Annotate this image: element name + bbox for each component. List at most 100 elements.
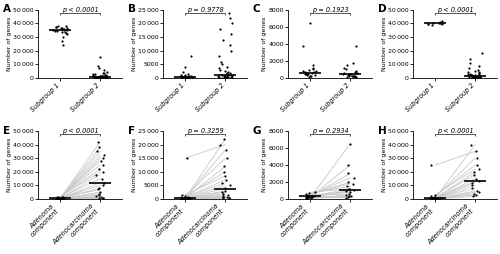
Point	[91, 76, 99, 80]
Point	[104, 70, 112, 74]
Point	[184, 197, 192, 201]
Point	[222, 72, 230, 76]
Point	[99, 170, 107, 174]
Point	[58, 196, 66, 200]
Point	[99, 71, 107, 75]
Point	[58, 197, 66, 201]
Text: F: F	[128, 126, 135, 136]
Point	[219, 194, 227, 198]
Point	[184, 75, 192, 80]
Point	[228, 75, 235, 79]
Point	[301, 72, 309, 76]
Point	[352, 75, 360, 79]
Point	[94, 64, 102, 68]
Point	[180, 75, 188, 79]
Point	[228, 76, 235, 80]
Point	[342, 193, 349, 197]
Point	[304, 72, 312, 76]
Y-axis label: Number of genes: Number of genes	[132, 17, 137, 71]
Point	[92, 172, 100, 177]
Point	[472, 193, 480, 197]
Point	[348, 74, 356, 78]
Point	[187, 54, 195, 58]
Point	[177, 73, 185, 77]
Point	[185, 76, 193, 80]
Point	[303, 196, 311, 200]
Point	[57, 25, 65, 29]
Point	[222, 75, 230, 80]
Point	[224, 74, 232, 78]
Point	[351, 74, 359, 78]
Point	[472, 149, 480, 153]
Point	[346, 72, 354, 76]
Point	[304, 195, 312, 199]
Point	[97, 195, 105, 199]
Point	[102, 75, 110, 80]
Point	[178, 75, 186, 79]
Point	[54, 196, 62, 200]
Point	[99, 196, 107, 200]
Point	[433, 196, 441, 200]
Point	[223, 195, 231, 199]
Point	[306, 21, 314, 25]
Point	[345, 73, 353, 77]
Point	[100, 74, 108, 78]
Point	[466, 61, 474, 65]
Point	[471, 75, 479, 80]
Point	[214, 54, 222, 58]
Point	[476, 75, 484, 80]
Point	[222, 75, 230, 79]
Point	[58, 27, 66, 31]
Point	[427, 163, 435, 167]
Point	[91, 75, 99, 80]
Point	[428, 197, 436, 201]
Text: D: D	[378, 5, 386, 14]
Point	[350, 188, 358, 193]
Point	[465, 66, 473, 70]
Point	[98, 196, 106, 200]
Point	[98, 76, 106, 80]
Point	[54, 195, 62, 199]
Point	[222, 186, 230, 190]
Point	[63, 28, 71, 32]
Point	[307, 196, 315, 200]
Point	[184, 196, 192, 200]
Point	[60, 197, 68, 201]
Point	[94, 140, 102, 144]
Point	[470, 194, 478, 198]
Y-axis label: Number of genes: Number of genes	[262, 17, 267, 71]
Point	[464, 75, 472, 79]
Point	[102, 74, 110, 78]
Point	[92, 72, 100, 76]
Point	[94, 187, 102, 192]
Point	[226, 196, 234, 200]
Point	[470, 75, 478, 80]
Point	[474, 68, 482, 72]
Point	[90, 72, 98, 76]
Point	[342, 189, 350, 193]
Point	[344, 180, 352, 184]
Point	[466, 72, 474, 76]
Point	[220, 74, 228, 78]
Point	[58, 195, 66, 199]
Point	[220, 76, 228, 80]
Point	[54, 196, 62, 200]
Point	[99, 183, 107, 187]
Point	[54, 197, 62, 201]
Point	[227, 49, 235, 53]
Point	[224, 71, 232, 75]
Point	[474, 76, 482, 80]
Point	[428, 196, 436, 200]
Point	[352, 70, 360, 74]
Point	[304, 194, 312, 198]
Point	[310, 66, 318, 70]
Point	[472, 74, 480, 78]
Text: H: H	[378, 126, 386, 136]
Point	[352, 43, 360, 47]
Point	[221, 174, 229, 178]
Point	[432, 197, 440, 201]
Point	[432, 196, 440, 200]
Point	[94, 75, 102, 80]
Point	[59, 195, 67, 199]
Point	[54, 196, 62, 200]
